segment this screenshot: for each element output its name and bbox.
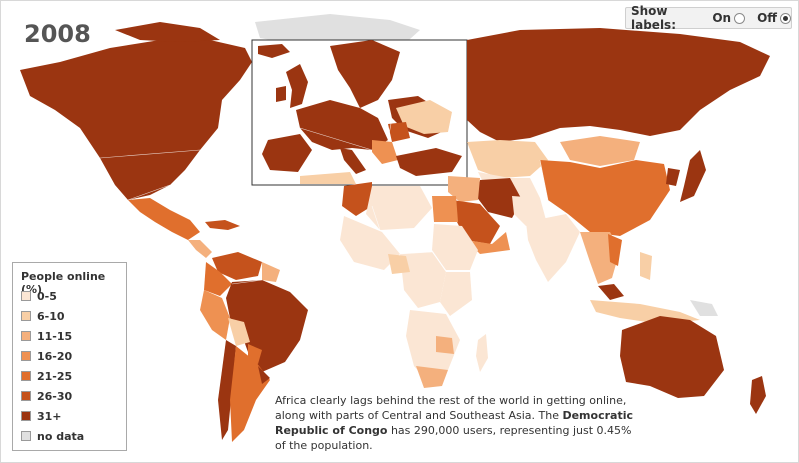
region-north-america [20,40,252,200]
region-romania [388,122,410,142]
region-brazil [226,280,308,372]
region-ukraine [396,100,452,134]
region-malaysia [598,284,624,300]
region-uruguay [258,366,270,384]
legend-swatch [21,291,31,301]
caption-text-end: has 290,000 users, representing just 0.4… [275,424,632,452]
labels-on-radio[interactable] [734,12,746,24]
region-north-africa-inset [300,172,356,184]
legend-label: 26-30 [37,389,73,403]
region-kazakhstan [467,140,548,178]
region-philippines [640,252,652,280]
region-madagascar [476,334,488,372]
region-korea [666,168,680,186]
legend-swatch [21,391,31,401]
region-italy [340,148,366,174]
legend-label: 21-25 [37,369,73,383]
labels-on-label: On [712,11,732,25]
region-balkans [372,140,398,164]
region-scandinavia [330,40,400,108]
legend-label: 31+ [37,409,62,423]
region-zimbabwe [436,336,454,354]
legend-item: 26-30 [21,386,126,406]
legend-label: 6-10 [37,309,65,323]
legend-swatch [21,331,31,341]
legend-item: 16-20 [21,346,126,366]
legend-label: 16-20 [37,349,73,363]
labels-off-radio[interactable] [780,12,791,24]
labels-on-option[interactable]: On [712,11,746,25]
legend-item: 21-25 [21,366,126,386]
region-bolivia [228,318,250,346]
region-algeria-libya [366,186,432,230]
legend-item: 11-15 [21,326,126,346]
region-new-zealand [750,376,766,414]
region-west-africa [340,216,400,270]
region-japan [680,150,706,202]
legend-swatch [21,371,31,381]
labels-off-label: Off [757,11,777,25]
region-western-europe [296,100,388,150]
region-ireland [276,86,286,102]
legend-swatch [21,351,31,361]
region-iberia [262,134,312,172]
region-china [540,160,670,236]
region-central-africa [400,252,446,308]
caption-highlight: Democratic Republic of Congo [275,409,633,437]
region-papua [690,300,718,316]
region-guianas [262,262,280,282]
legend: People online (%) 0-5 6-10 11-15 16-20 2… [12,262,127,451]
map-caption: Africa clearly lags behind the rest of t… [275,393,645,453]
region-vietnam [608,234,622,266]
legend-label: 0-5 [37,289,57,303]
show-labels-title: Show labels: [631,4,676,32]
region-caribbean [205,220,240,230]
legend-label: no data [37,429,85,443]
legend-label: 11-15 [37,329,73,343]
region-peru [200,290,230,340]
legend-item: no data [21,426,126,446]
region-southern-africa [406,310,460,384]
region-uk [286,64,308,108]
region-central-america [188,240,212,258]
region-south-africa [416,366,448,388]
legend-swatch [21,311,31,321]
show-labels-toggle: Show labels: On Off [625,4,792,32]
border-lines [99,117,549,285]
region-morocco [342,182,372,216]
region-iran [476,178,522,218]
legend-item: 0-5 [21,286,126,306]
region-east-africa [440,272,472,316]
region-mexico [128,198,200,240]
region-australia [620,316,724,398]
region-venezuela [212,252,262,280]
region-pakistan-afghanistan [512,196,546,226]
legend-title: People online (%) [21,270,106,296]
legend-item: 6-10 [21,306,126,326]
region-sudan-horn [432,224,478,270]
region-india [526,214,580,282]
region-mongolia [560,136,640,166]
region-nigeria [388,254,410,274]
caption-text-start: Africa clearly lags behind the rest of t… [275,394,627,422]
region-colombia [204,262,232,296]
region-arctic-islands [115,22,220,42]
labels-off-option[interactable]: Off [757,11,791,25]
year-label: 2008 [24,20,91,48]
region-iceland [258,44,290,58]
region-egypt [432,196,458,222]
legend-item: 31+ [21,406,126,426]
region-chile [218,340,236,440]
region-iraq-syria [448,176,480,202]
region-russia [467,28,770,142]
legend-swatch [21,431,31,441]
region-turkey [396,148,462,176]
legend-swatch [21,411,31,421]
